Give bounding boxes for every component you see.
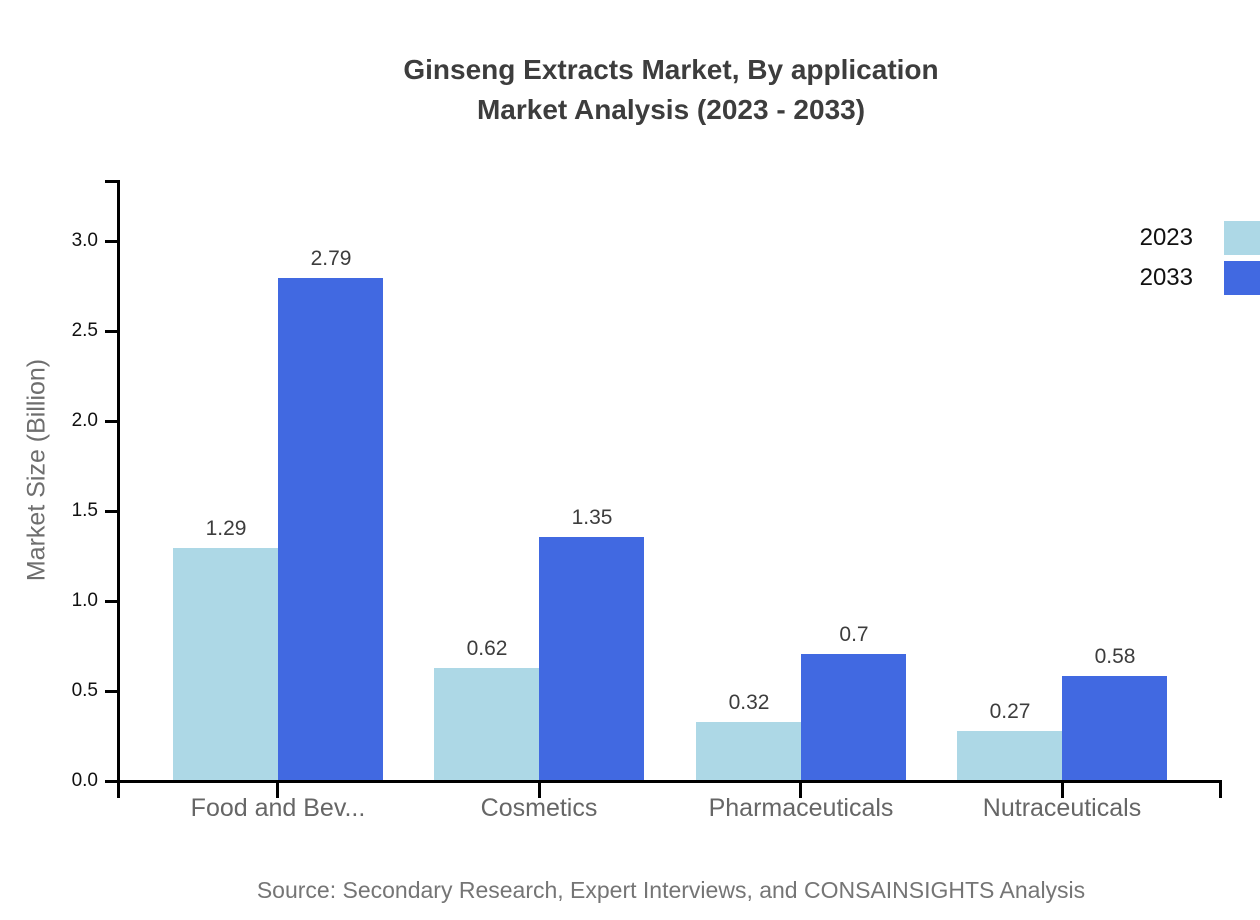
chart-title-line1: Ginseng Extracts Market, By application (403, 54, 939, 85)
legend-swatch-2033 (1224, 261, 1260, 295)
bar-2033-cosmetics (539, 537, 644, 780)
bar-2023-pharmaceuticals (696, 722, 801, 780)
chart-title-line2: Market Analysis (2023 - 2033) (476, 94, 866, 125)
bar-value-label: 0.7 (839, 623, 869, 646)
x-tick (276, 780, 279, 798)
y-tick-label: 0.0 (71, 770, 98, 791)
bar-2033-food-and-bev (278, 278, 383, 780)
bar-2033-pharmaceuticals (801, 654, 906, 780)
y-axis-top-cap (105, 180, 120, 183)
bar-value-label: 1.35 (571, 506, 613, 529)
x-axis-line (110, 780, 1222, 783)
y-tick (105, 600, 117, 603)
source-note: Source: Secondary Research, Expert Inter… (256, 877, 1086, 903)
legend-label-2023: 2023 (1139, 224, 1193, 251)
y-tick-label: 2.0 (71, 410, 98, 431)
bar-value-label: 2.79 (310, 247, 352, 270)
y-tick (105, 240, 117, 243)
y-tick-label: 1.5 (71, 500, 98, 521)
legend-label-2033: 2033 (1139, 264, 1193, 291)
bar-2023-nutraceuticals (957, 731, 1062, 780)
chart-title: Ginseng Extracts Market, By application … (120, 50, 1222, 130)
bar-value-label: 0.62 (466, 637, 508, 660)
x-category-label-nutraceuticals: Nutraceuticals (982, 794, 1142, 822)
legend: 2023 2033 (1140, 221, 1260, 301)
x-tick (799, 780, 802, 798)
bar-value-label: 0.32 (728, 691, 770, 714)
legend-item-2023: 2023 (1140, 221, 1260, 255)
y-tick-label: 3.0 (71, 230, 98, 251)
y-tick (105, 330, 117, 333)
y-tick (105, 420, 117, 423)
x-category-label-food-and-bev: Food and Bev... (190, 794, 366, 822)
x-axis-end-tick (1219, 780, 1222, 798)
x-category-label-cosmetics: Cosmetics (480, 794, 598, 822)
x-tick (1061, 780, 1064, 798)
y-tick-label: 1.0 (71, 590, 98, 611)
y-tick (105, 780, 117, 783)
y-tick (105, 510, 117, 513)
y-axis-line (117, 180, 120, 798)
x-tick (538, 780, 541, 798)
bar-2023-cosmetics (434, 668, 539, 780)
legend-item-2033: 2033 (1140, 261, 1260, 295)
legend-swatch-2023 (1224, 221, 1260, 255)
y-tick-label: 2.5 (71, 320, 98, 341)
bar-value-label: 0.58 (1094, 645, 1136, 668)
y-tick (105, 690, 117, 693)
bar-value-label: 1.29 (205, 517, 247, 540)
bar-2023-food-and-bev (173, 548, 278, 780)
bar-value-label: 0.27 (989, 700, 1031, 723)
y-tick-label: 0.5 (71, 680, 98, 701)
x-category-label-pharmaceuticals: Pharmaceuticals (708, 794, 894, 822)
bar-2033-nutraceuticals (1062, 676, 1167, 780)
